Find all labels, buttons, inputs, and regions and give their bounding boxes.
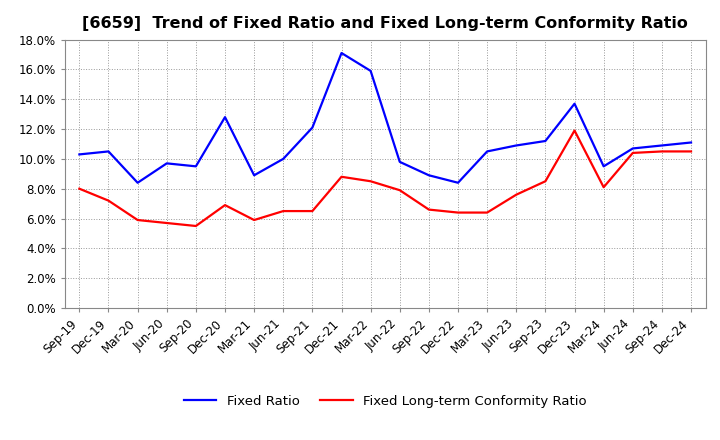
Fixed Ratio — [483, 149, 492, 154]
Fixed Long-term Conformity Ratio — [425, 207, 433, 212]
Fixed Long-term Conformity Ratio — [395, 187, 404, 193]
Fixed Ratio — [192, 164, 200, 169]
Fixed Long-term Conformity Ratio — [687, 149, 696, 154]
Fixed Ratio — [279, 156, 287, 161]
Legend: Fixed Ratio, Fixed Long-term Conformity Ratio: Fixed Ratio, Fixed Long-term Conformity … — [179, 390, 592, 413]
Fixed Ratio — [75, 152, 84, 157]
Fixed Ratio — [133, 180, 142, 185]
Fixed Ratio — [454, 180, 462, 185]
Fixed Ratio — [308, 125, 317, 130]
Fixed Ratio — [395, 159, 404, 165]
Fixed Ratio — [512, 143, 521, 148]
Fixed Ratio — [629, 146, 637, 151]
Fixed Long-term Conformity Ratio — [133, 217, 142, 223]
Fixed Long-term Conformity Ratio — [104, 198, 113, 203]
Fixed Ratio — [657, 143, 666, 148]
Fixed Long-term Conformity Ratio — [629, 150, 637, 156]
Fixed Long-term Conformity Ratio — [657, 149, 666, 154]
Fixed Ratio — [220, 114, 229, 120]
Fixed Ratio — [250, 172, 258, 178]
Fixed Ratio — [541, 138, 550, 143]
Fixed Long-term Conformity Ratio — [250, 217, 258, 223]
Fixed Long-term Conformity Ratio — [308, 209, 317, 214]
Fixed Long-term Conformity Ratio — [220, 202, 229, 208]
Fixed Ratio — [425, 172, 433, 178]
Fixed Long-term Conformity Ratio — [279, 209, 287, 214]
Fixed Ratio — [337, 50, 346, 55]
Fixed Long-term Conformity Ratio — [512, 192, 521, 197]
Fixed Long-term Conformity Ratio — [366, 179, 375, 184]
Fixed Long-term Conformity Ratio — [337, 174, 346, 180]
Fixed Ratio — [570, 101, 579, 106]
Line: Fixed Ratio: Fixed Ratio — [79, 53, 691, 183]
Fixed Long-term Conformity Ratio — [599, 185, 608, 190]
Fixed Long-term Conformity Ratio — [483, 210, 492, 215]
Fixed Long-term Conformity Ratio — [454, 210, 462, 215]
Fixed Long-term Conformity Ratio — [192, 224, 200, 229]
Fixed Long-term Conformity Ratio — [75, 186, 84, 191]
Fixed Ratio — [163, 161, 171, 166]
Fixed Long-term Conformity Ratio — [163, 220, 171, 226]
Line: Fixed Long-term Conformity Ratio: Fixed Long-term Conformity Ratio — [79, 131, 691, 226]
Fixed Ratio — [687, 140, 696, 145]
Fixed Ratio — [366, 68, 375, 73]
Fixed Long-term Conformity Ratio — [541, 179, 550, 184]
Fixed Ratio — [599, 164, 608, 169]
Fixed Ratio — [104, 149, 113, 154]
Title: [6659]  Trend of Fixed Ratio and Fixed Long-term Conformity Ratio: [6659] Trend of Fixed Ratio and Fixed Lo… — [82, 16, 688, 32]
Fixed Long-term Conformity Ratio — [570, 128, 579, 133]
